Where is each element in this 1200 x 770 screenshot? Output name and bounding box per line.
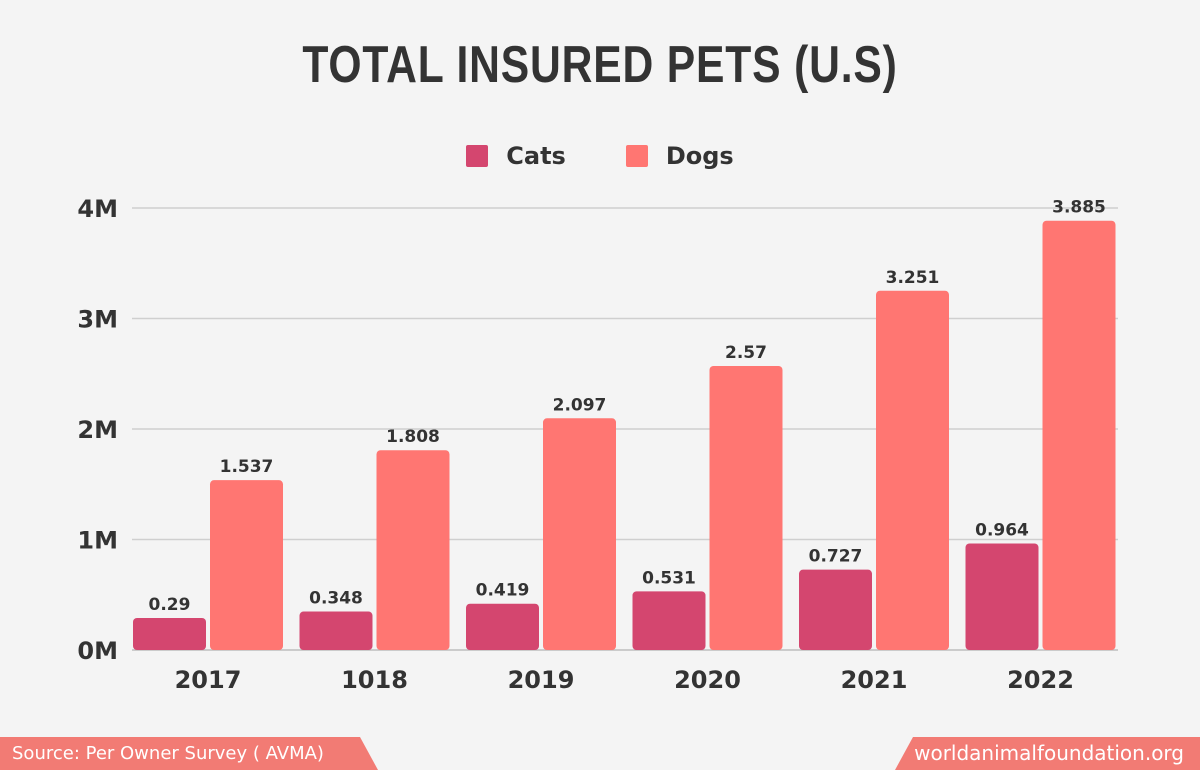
legend-item-cats: Cats bbox=[466, 142, 566, 170]
x-tick-label: 2020 bbox=[674, 666, 741, 694]
x-tick-label: 1018 bbox=[341, 666, 408, 694]
y-tick-label: 1M bbox=[77, 527, 118, 555]
data-label: 0.531 bbox=[642, 568, 696, 588]
bar-dogs bbox=[376, 450, 450, 650]
data-label: 0.727 bbox=[809, 547, 863, 567]
legend-swatch-dogs bbox=[625, 145, 648, 167]
legend-label-dogs: Dogs bbox=[665, 142, 734, 170]
data-label: 2.097 bbox=[553, 395, 607, 415]
data-label: 2.57 bbox=[725, 343, 767, 363]
y-tick-label: 2M bbox=[77, 416, 118, 444]
bar-cats bbox=[299, 611, 373, 650]
bar-chart: 0M 1M 2M 3M 4M 0.29 1.537 2017 0.348 1.808 1018 0.4… bbox=[77, 195, 1118, 694]
data-label: 1.808 bbox=[386, 427, 440, 447]
y-tick-label: 3M bbox=[77, 306, 118, 334]
data-label: 3.885 bbox=[1052, 198, 1106, 218]
bar-cats bbox=[632, 591, 706, 650]
source-note: Source: Per Owner Survey ( AVMA) bbox=[0, 737, 378, 770]
data-label: 0.419 bbox=[476, 581, 530, 601]
data-label: 0.29 bbox=[149, 595, 191, 615]
x-tick-label: 2017 bbox=[175, 666, 242, 694]
y-tick-label: 4M bbox=[77, 195, 118, 223]
x-tick-label: 2019 bbox=[508, 666, 575, 694]
bar-dogs bbox=[543, 418, 616, 650]
legend-label-cats: Cats bbox=[506, 142, 566, 170]
bar-dogs bbox=[709, 366, 783, 650]
data-label: 0.964 bbox=[975, 520, 1029, 540]
bar-cats bbox=[133, 617, 206, 650]
bar-cats bbox=[799, 569, 872, 650]
bar-cats bbox=[466, 603, 539, 650]
data-label: 1.537 bbox=[220, 457, 274, 477]
site-credit: worldanimalfoundation.org bbox=[895, 737, 1200, 770]
bar-dogs bbox=[876, 290, 949, 650]
bar-dogs bbox=[210, 480, 283, 650]
x-tick-label: 2022 bbox=[1007, 666, 1074, 694]
data-label: 3.251 bbox=[886, 268, 940, 288]
legend-swatch-cats bbox=[466, 145, 489, 167]
y-tick-label: 0M bbox=[77, 637, 118, 665]
legend: Cats Dogs bbox=[0, 138, 1200, 174]
legend-item-dogs: Dogs bbox=[625, 142, 734, 170]
bar-dogs bbox=[1042, 220, 1116, 650]
bar-cats bbox=[965, 543, 1039, 650]
chart-title: TOTAL INSURED PETS (U.S) bbox=[302, 36, 898, 94]
x-tick-label: 2021 bbox=[841, 666, 908, 694]
data-label: 0.348 bbox=[309, 589, 363, 609]
